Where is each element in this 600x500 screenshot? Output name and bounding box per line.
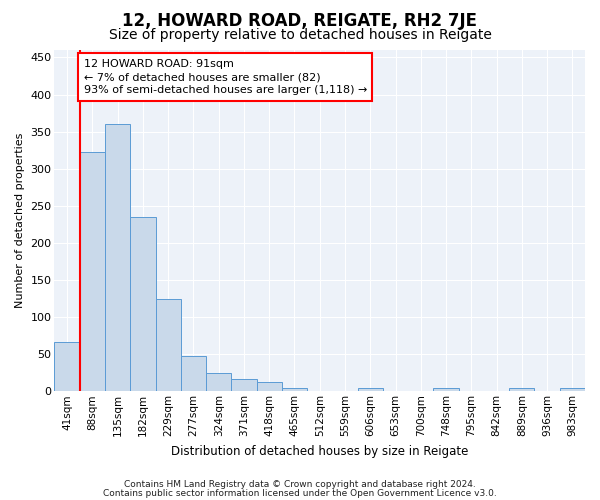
Bar [130, 217, 155, 392]
Y-axis label: Number of detached properties: Number of detached properties [15, 133, 25, 308]
Text: Contains HM Land Registry data © Crown copyright and database right 2024.: Contains HM Land Registry data © Crown c… [124, 480, 476, 489]
Text: 12, HOWARD ROAD, REIGATE, RH2 7JE: 12, HOWARD ROAD, REIGATE, RH2 7JE [122, 12, 478, 30]
Bar [257, 382, 282, 392]
Text: Size of property relative to detached houses in Reigate: Size of property relative to detached ho… [109, 28, 491, 42]
Bar [232, 378, 257, 392]
Bar [560, 388, 585, 392]
Bar [105, 124, 130, 392]
Text: Contains public sector information licensed under the Open Government Licence v3: Contains public sector information licen… [103, 489, 497, 498]
Bar [509, 388, 535, 392]
Bar [358, 388, 383, 392]
Bar [282, 388, 307, 392]
Bar [80, 152, 105, 392]
X-axis label: Distribution of detached houses by size in Reigate: Distribution of detached houses by size … [171, 444, 469, 458]
Bar [155, 298, 181, 392]
Bar [206, 372, 232, 392]
Bar [181, 356, 206, 392]
Text: 12 HOWARD ROAD: 91sqm
← 7% of detached houses are smaller (82)
93% of semi-detac: 12 HOWARD ROAD: 91sqm ← 7% of detached h… [83, 59, 367, 96]
Bar [433, 388, 458, 392]
Bar [55, 342, 80, 392]
